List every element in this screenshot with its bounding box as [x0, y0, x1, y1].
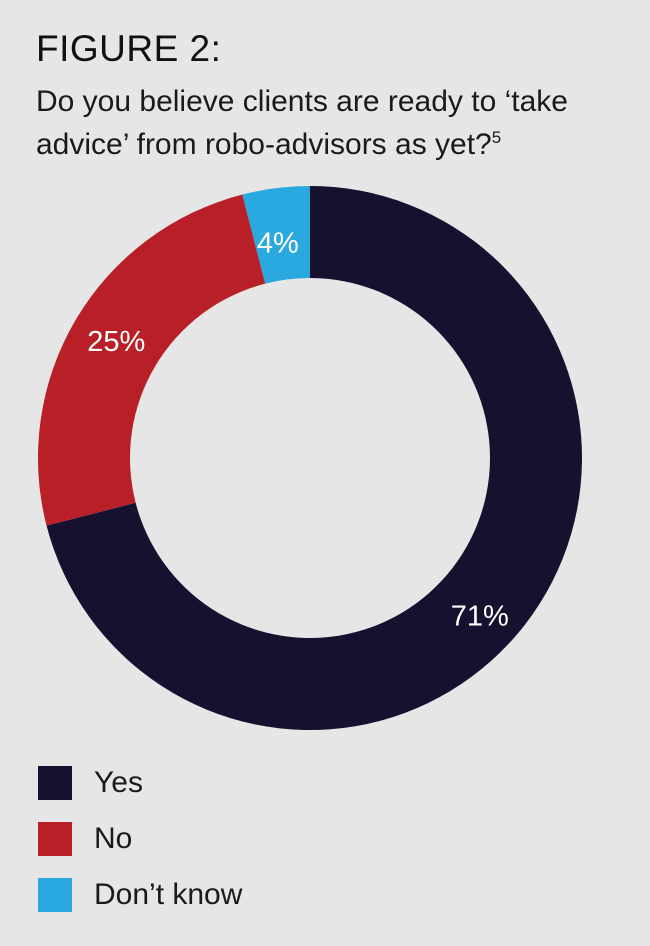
legend-item-no: No [38, 822, 242, 856]
chart-legend: Yes No Don’t know [38, 766, 242, 934]
legend-label-no: No [94, 822, 133, 855]
footnote-marker: 5 [491, 128, 502, 147]
figure-label: FIGURE 2: [36, 28, 222, 69]
legend-label-dont-know: Don’t know [94, 878, 243, 911]
legend-label-yes: Yes [94, 766, 143, 799]
donut-slice-don-t-know [242, 186, 310, 284]
question-text: Do you believe clients are ready to ‘tak… [36, 85, 568, 161]
donut-chart: 71% 25% 4% [37, 186, 582, 730]
donut-slice-yes [46, 186, 582, 730]
data-label-no: 25% [87, 326, 145, 358]
legend-swatch-no [38, 822, 72, 856]
legend-swatch-dont-know [38, 878, 72, 912]
legend-item-dont-know: Don’t know [38, 878, 242, 912]
data-label-yes: 71% [451, 601, 509, 633]
legend-swatch-yes [38, 766, 72, 800]
chart-question: Do you believe clients are ready to ‘tak… [36, 80, 626, 166]
donut-slice-no [37, 194, 266, 526]
data-label-don-t-know: 4% [257, 227, 299, 259]
legend-item-yes: Yes [38, 766, 242, 800]
